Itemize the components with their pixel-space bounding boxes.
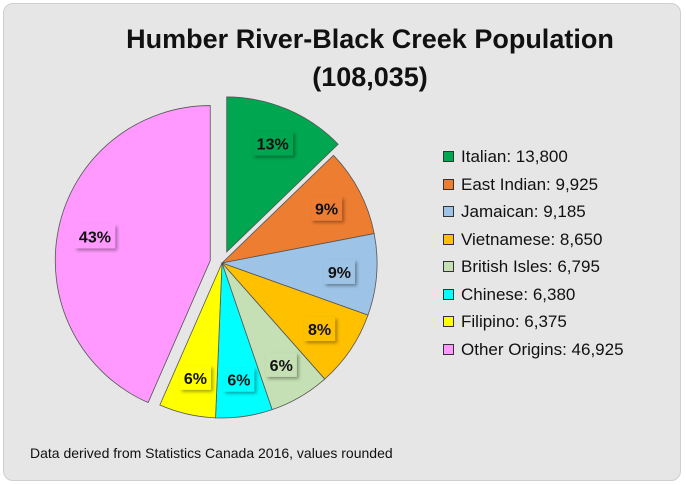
data-label-jamaican: 9%: [323, 259, 355, 284]
data-label-box: [74, 224, 116, 249]
legend-label: Vietnamese: 8,650: [461, 229, 603, 249]
legend-swatch: [443, 206, 454, 217]
data-label-filipino: 6%: [179, 365, 211, 390]
chart-title-line: Humber River-Black Creek Population: [126, 24, 614, 54]
data-label-text: 8%: [308, 322, 331, 339]
legend-label: Italian: 13,800: [461, 147, 568, 166]
data-label-box: [323, 259, 355, 284]
data-label-text: 6%: [270, 358, 293, 375]
legend-label: Jamaican: 9,185: [461, 202, 586, 221]
pie-slice-east-indian: [220, 154, 375, 264]
pie-slice-other-origins: [54, 105, 211, 404]
legend-swatch: [443, 288, 454, 300]
data-label-text: 13%: [257, 137, 289, 154]
chart-title: Humber River-Black Creek Population (108…: [80, 20, 660, 96]
legend-swatch: [443, 233, 454, 245]
legend-swatch: [443, 178, 454, 190]
data-label-vietnamese: 8%: [304, 317, 336, 342]
data-label-text: 9%: [315, 202, 338, 219]
data-label-box: [304, 317, 336, 342]
legend-label: Chinese: 6,380: [461, 284, 576, 304]
data-label-text: 6%: [227, 373, 250, 390]
data-label-italian: 13%: [252, 131, 293, 156]
data-label-chinese: 6%: [223, 367, 255, 392]
data-label-box: [223, 367, 255, 392]
data-label-east-indian: 9%: [311, 196, 343, 221]
data-label-box: [311, 196, 343, 221]
legend-label: Other Origins: 46,925: [461, 339, 624, 359]
legend-label: British Isles: 6,795: [461, 257, 600, 276]
data-label-box: [252, 131, 293, 156]
chart-footnote: Data derived from Statistics Canada 2016…: [30, 445, 393, 461]
legend-swatch: [443, 261, 454, 272]
legend-swatch: [443, 343, 454, 355]
legend-swatch: [443, 316, 454, 327]
data-label-text: 9%: [328, 265, 351, 282]
legend-label: Filipino: 6,375: [461, 312, 567, 331]
legend-label: East Indian: 9,925: [461, 174, 599, 194]
data-label-other-origins: 43%: [74, 224, 116, 249]
data-label-text: 6%: [184, 371, 207, 388]
data-label-box: [179, 365, 211, 390]
data-label-british-isles: 6%: [265, 352, 297, 377]
chart-subtitle: (108,035): [312, 62, 428, 92]
data-label-text: 43%: [79, 229, 111, 246]
legend-swatch: [443, 151, 454, 162]
data-label-box: [265, 352, 297, 377]
